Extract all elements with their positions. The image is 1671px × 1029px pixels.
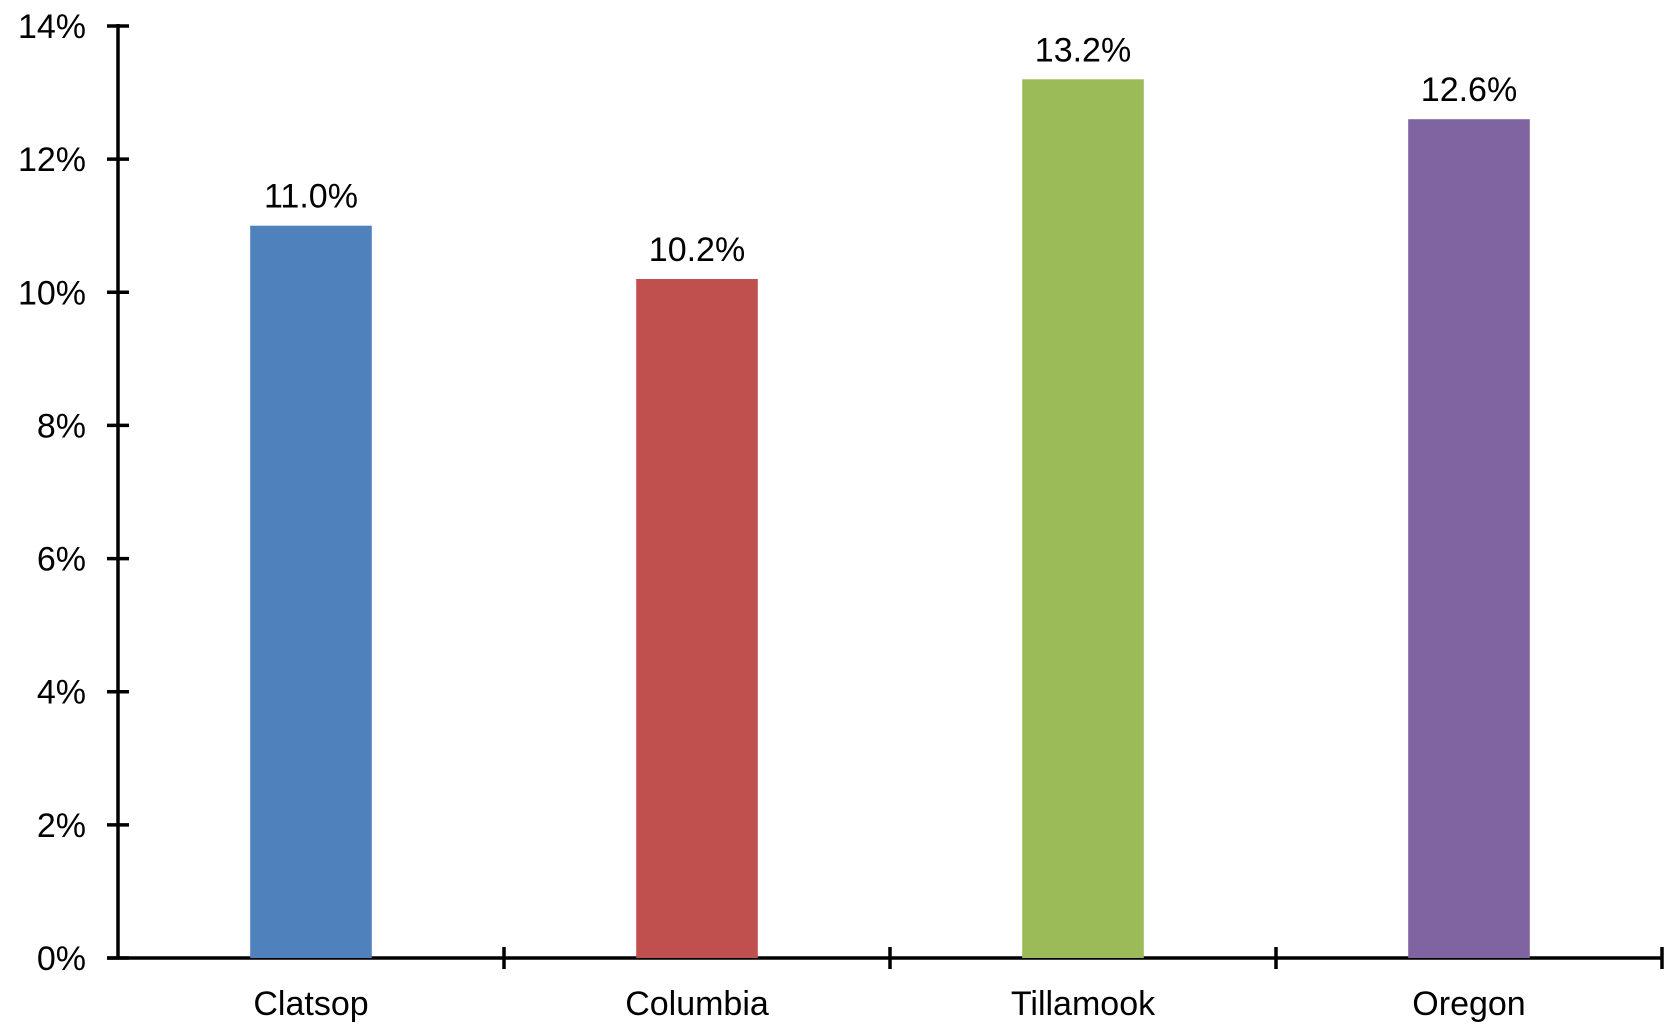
y-tick-label: 4%	[37, 674, 86, 712]
data-label-columbia: 10.2%	[649, 231, 745, 269]
x-tick-label-columbia: Columbia	[625, 985, 769, 1023]
x-axis: Clatsop Columbia Tillamook Oregon	[107, 947, 1664, 1023]
bar-oregon	[1408, 119, 1530, 958]
bar-clatsop	[250, 225, 372, 958]
y-axis: 0% 2% 4% 6% 8% 10% 12% 14%	[18, 8, 129, 978]
x-tick-label-oregon: Oregon	[1412, 985, 1525, 1023]
y-tick-label: 14%	[18, 8, 86, 46]
y-tick-label: 8%	[37, 407, 86, 445]
y-tick-label: 12%	[18, 141, 86, 179]
y-tick-label: 6%	[37, 541, 86, 579]
y-tick-label: 10%	[18, 274, 86, 312]
bar-tillamook	[1022, 79, 1144, 959]
x-tick-label-tillamook: Tillamook	[1011, 985, 1156, 1023]
bars	[250, 79, 1530, 959]
data-label-tillamook: 13.2%	[1035, 31, 1131, 69]
x-tick-label-clatsop: Clatsop	[253, 985, 368, 1023]
data-labels: 11.0% 10.2% 13.2% 12.6%	[264, 31, 1517, 269]
bar-columbia	[636, 279, 758, 958]
y-tick-label: 2%	[37, 807, 86, 845]
data-label-clatsop: 11.0%	[264, 178, 358, 216]
y-tick-label: 0%	[37, 940, 86, 978]
data-label-oregon: 12.6%	[1421, 71, 1517, 109]
